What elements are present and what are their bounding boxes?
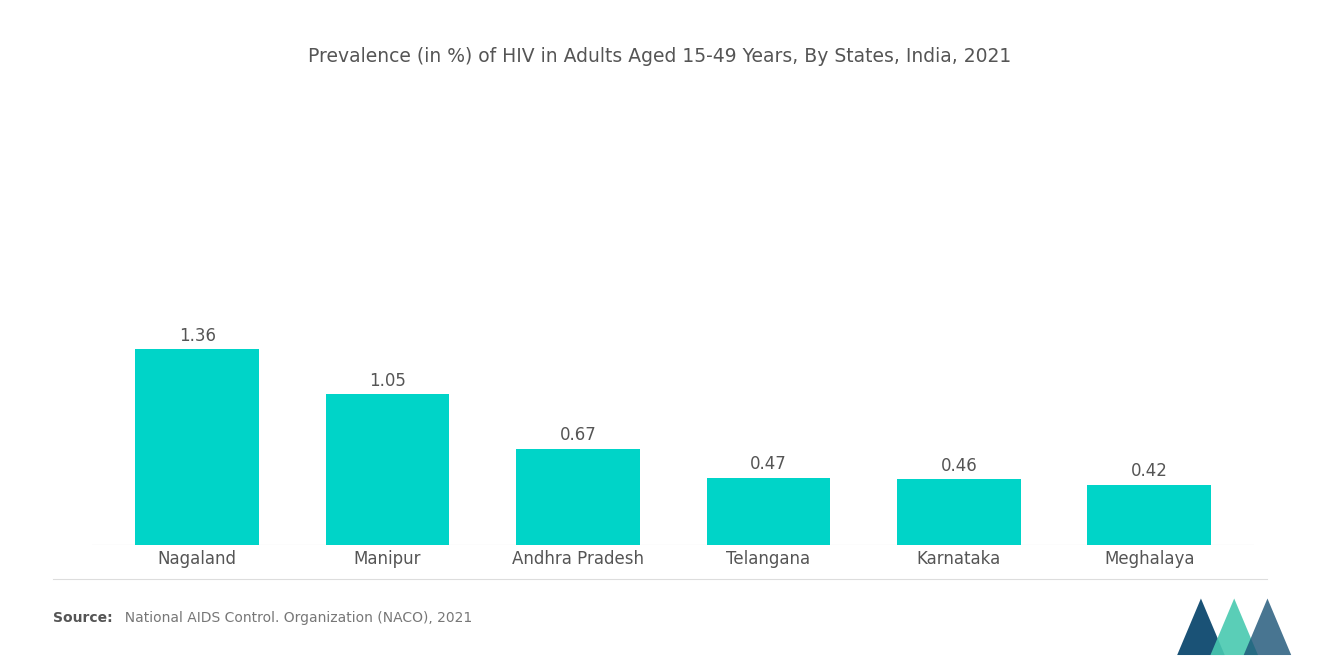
- Text: Source:: Source:: [53, 611, 112, 626]
- Bar: [1088, 485, 1212, 545]
- Bar: [898, 479, 1020, 545]
- Bar: [516, 449, 640, 545]
- Polygon shape: [1177, 598, 1225, 655]
- Text: 1.05: 1.05: [370, 372, 407, 390]
- Text: 0.47: 0.47: [750, 456, 787, 473]
- Bar: [706, 477, 830, 545]
- Bar: [135, 349, 259, 545]
- Text: National AIDS Control. Organization (NACO), 2021: National AIDS Control. Organization (NAC…: [116, 611, 473, 626]
- Text: 0.67: 0.67: [560, 426, 597, 444]
- Text: 0.42: 0.42: [1131, 462, 1168, 480]
- Polygon shape: [1210, 598, 1258, 655]
- Text: Prevalence (in %) of HIV in Adults Aged 15-49 Years, By States, India, 2021: Prevalence (in %) of HIV in Adults Aged …: [309, 47, 1011, 66]
- Text: 0.46: 0.46: [940, 457, 977, 475]
- Polygon shape: [1243, 598, 1291, 655]
- Bar: [326, 394, 449, 545]
- Text: 1.36: 1.36: [178, 327, 215, 345]
